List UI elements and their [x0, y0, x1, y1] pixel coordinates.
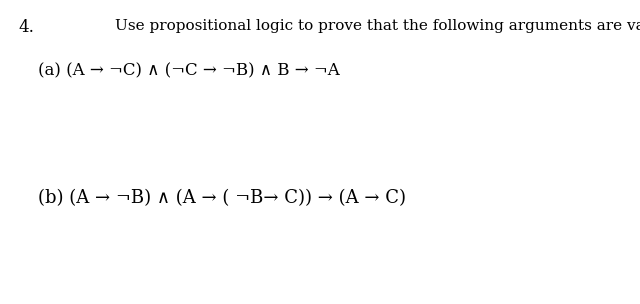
Text: (a) (A → ¬C) ∧ (¬C → ¬B) ∧ B → ¬A: (a) (A → ¬C) ∧ (¬C → ¬B) ∧ B → ¬A — [38, 62, 340, 79]
Text: (b) (A → ¬B) ∧ (A → ( ¬B→ C)) → (A → C): (b) (A → ¬B) ∧ (A → ( ¬B→ C)) → (A → C) — [38, 189, 406, 207]
Text: Use propositional logic to prove that the following arguments are valid:: Use propositional logic to prove that th… — [115, 19, 640, 33]
Text: 4.: 4. — [18, 19, 34, 36]
